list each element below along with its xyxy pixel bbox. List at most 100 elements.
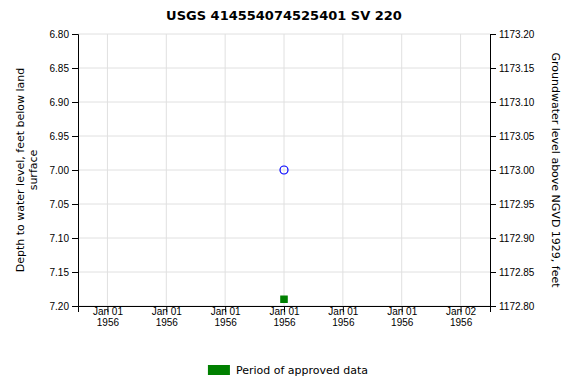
tick: 1173.00 bbox=[490, 165, 535, 176]
tick: 6.85 bbox=[50, 63, 78, 74]
tick: 1172.80 bbox=[490, 301, 535, 312]
y-axis-title: Depth to water level, feet below landsur… bbox=[14, 68, 40, 273]
tick: Jan 011956 bbox=[387, 306, 417, 328]
tick-mark bbox=[490, 170, 496, 171]
tick-label: 1172.90 bbox=[499, 233, 535, 244]
tick: 6.95 bbox=[50, 131, 78, 142]
grid-line bbox=[166, 34, 167, 306]
axis-line bbox=[491, 35, 497, 307]
text-line: Groundwater level above NGVD 1929, feet bbox=[549, 52, 562, 288]
grid-line bbox=[460, 34, 461, 306]
tick-label: 7.15 bbox=[50, 267, 70, 278]
tick-label: Jan 011956 bbox=[387, 306, 417, 328]
tick: Jan 011956 bbox=[152, 306, 182, 328]
tick-label: 7.00 bbox=[50, 165, 70, 176]
title: USGS 414554074525401 SV 220 bbox=[166, 8, 402, 23]
tick-label: 7.10 bbox=[50, 233, 70, 244]
tick: 6.80 bbox=[50, 29, 78, 40]
tick: 6.90 bbox=[50, 97, 78, 108]
tick-mark bbox=[72, 170, 78, 171]
tick-label: 1173.05 bbox=[499, 131, 535, 142]
tick-label: 1172.95 bbox=[499, 199, 535, 210]
text-line: surface bbox=[27, 149, 40, 190]
tick-label: 6.95 bbox=[50, 131, 70, 142]
tick-label: 1173.15 bbox=[499, 63, 535, 74]
y-axis: 6.80 6.85 6.90 6.95 7.00 7.05 7.10 7.15 7.20 bbox=[50, 29, 79, 312]
tick-label: 1172.85 bbox=[499, 267, 535, 278]
legend: Period of approved data bbox=[208, 364, 368, 377]
tick-mark bbox=[490, 136, 496, 137]
text-line: 1956 bbox=[97, 317, 120, 328]
tick: Jan 011956 bbox=[93, 306, 123, 328]
tick: 7.20 bbox=[50, 301, 78, 312]
tick-mark bbox=[72, 306, 78, 307]
tick-mark bbox=[72, 68, 78, 69]
text-line: 1956 bbox=[450, 317, 473, 328]
tick: 1173.10 bbox=[490, 97, 535, 108]
tick: Jan 011956 bbox=[328, 306, 358, 328]
tick-label: 1172.80 bbox=[499, 301, 535, 312]
tick: 1173.20 bbox=[490, 29, 535, 40]
x-axis: Jan 011956Jan 011956Jan 011956Jan 011956… bbox=[79, 306, 491, 328]
grid-line bbox=[284, 34, 285, 306]
text-line: 1956 bbox=[332, 317, 355, 328]
text-line: Jan 01 bbox=[152, 306, 182, 317]
tick: Jan 021956 bbox=[446, 306, 476, 328]
tick-mark bbox=[490, 68, 496, 69]
tick-mark bbox=[490, 238, 496, 239]
y2-axis-title: Groundwater level above NGVD 1929, feet bbox=[549, 52, 562, 288]
points bbox=[280, 166, 288, 302]
point bbox=[280, 166, 288, 174]
tick-mark bbox=[72, 136, 78, 137]
tick-mark bbox=[490, 34, 496, 35]
tick: Jan 011956 bbox=[211, 306, 241, 328]
legend-swatch bbox=[208, 365, 230, 375]
tick: 1172.90 bbox=[490, 233, 535, 244]
point bbox=[281, 296, 287, 302]
chart: 6.80 6.85 6.90 6.95 7.00 7.05 7.10 7.15 7.20 1173… bbox=[0, 0, 576, 384]
tick-mark bbox=[72, 102, 78, 103]
axis-line bbox=[72, 35, 79, 307]
text-line: Jan 01 bbox=[328, 306, 358, 317]
grid-line bbox=[225, 34, 226, 306]
grid-line bbox=[107, 34, 108, 306]
tick: 7.00 bbox=[50, 165, 78, 176]
tick-label: 7.20 bbox=[50, 301, 70, 312]
tick: Jan 011956 bbox=[269, 306, 299, 328]
y2-axis: 1173.20 1173.15 1173.10 1173.05 1173.00 1172.… bbox=[490, 29, 535, 312]
grid-line bbox=[342, 34, 343, 306]
tick: 1173.05 bbox=[490, 131, 535, 142]
tick-mark bbox=[72, 272, 78, 273]
text-line: Jan 01 bbox=[93, 306, 123, 317]
tick-label: 6.85 bbox=[50, 63, 70, 74]
plot-area: 6.80 6.85 6.90 6.95 7.00 7.05 7.10 7.15 7.20 1173… bbox=[50, 29, 535, 328]
tick: 1173.15 bbox=[490, 63, 535, 74]
tick: 7.05 bbox=[50, 199, 78, 210]
text-line: Jan 01 bbox=[269, 306, 299, 317]
tick-label: 1173.10 bbox=[499, 97, 535, 108]
text-line: 1956 bbox=[215, 317, 238, 328]
tick-label: 7.05 bbox=[50, 199, 70, 210]
tick-label: 6.80 bbox=[50, 29, 70, 40]
legend-label: Period of approved data bbox=[236, 364, 368, 377]
tick-label: Jan 011956 bbox=[328, 306, 358, 328]
text-line: 1956 bbox=[391, 317, 414, 328]
tick-label: 6.90 bbox=[50, 97, 70, 108]
text-line: 1956 bbox=[273, 317, 296, 328]
legend-item: Period of approved data bbox=[208, 364, 368, 377]
tick-mark bbox=[72, 238, 78, 239]
text-line: Jan 01 bbox=[211, 306, 241, 317]
tick: 1172.85 bbox=[490, 267, 535, 278]
text-line: 1956 bbox=[156, 317, 179, 328]
tick-label: 1173.20 bbox=[499, 29, 535, 40]
text-line: Jan 02 bbox=[446, 306, 476, 317]
tick-mark bbox=[490, 102, 496, 103]
tick-label: 1173.00 bbox=[499, 165, 535, 176]
tick-mark bbox=[490, 204, 496, 205]
tick-mark bbox=[72, 34, 78, 35]
tick-mark bbox=[490, 272, 496, 273]
tick: 7.10 bbox=[50, 233, 78, 244]
tick-label: Jan 011956 bbox=[211, 306, 241, 328]
tick-label: Jan 011956 bbox=[269, 306, 299, 328]
text-line: Depth to water level, feet below land bbox=[14, 68, 27, 273]
